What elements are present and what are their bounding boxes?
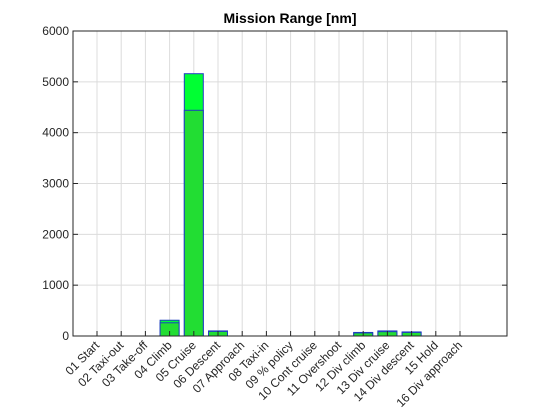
y-tick-label-5: 5000 <box>42 75 69 89</box>
y-tick-label-0: 0 <box>62 329 69 343</box>
y-tick-label-1: 1000 <box>42 278 69 292</box>
bar-s2-4 <box>183 109 204 337</box>
y-ticks: 0 1000 2000 3000 4000 5000 6000 <box>42 24 507 343</box>
y-tick-label-4: 4000 <box>42 126 69 140</box>
grid-layer <box>73 30 507 337</box>
chart-title: Mission Range [nm] <box>223 10 356 26</box>
y-tick-label-2: 2000 <box>42 227 69 241</box>
y-tick-label-6: 6000 <box>42 24 69 38</box>
y-tick-label-3: 3000 <box>42 177 69 191</box>
